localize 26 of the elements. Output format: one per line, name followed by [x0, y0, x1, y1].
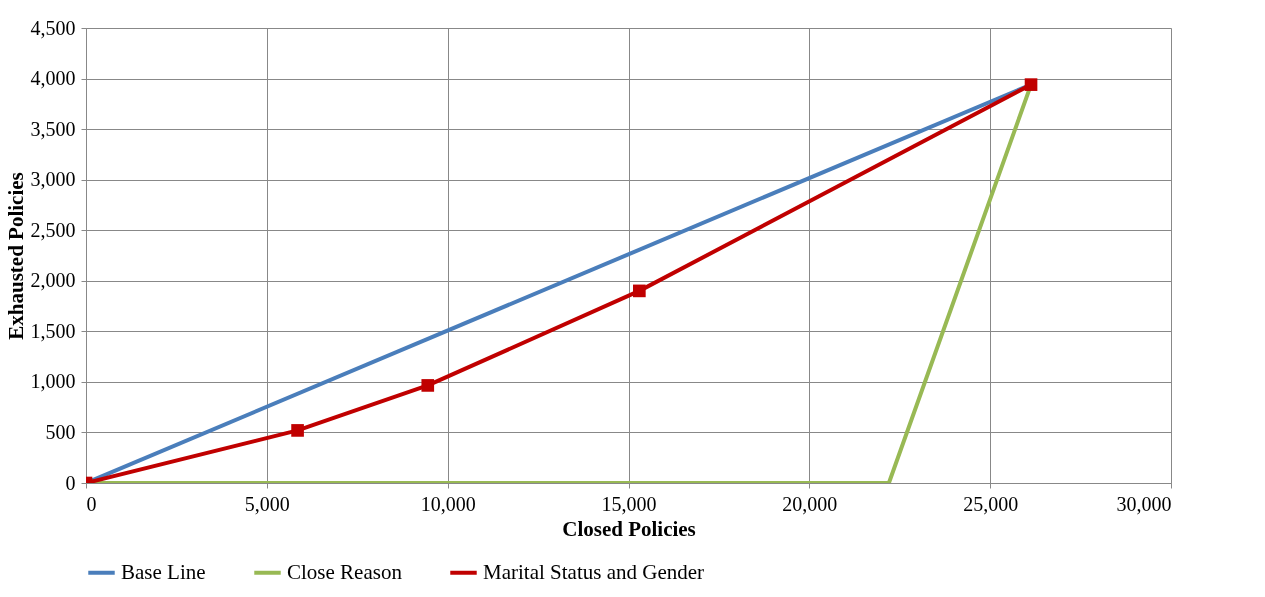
legend-label: Marital Status and Gender: [483, 559, 705, 584]
x-tick-label: 0: [86, 492, 97, 515]
y-tick-label: 2,500: [30, 218, 76, 241]
y-tick-label: 1,000: [30, 370, 76, 393]
x-tick-label: 20,000: [782, 492, 838, 515]
point: [421, 379, 435, 392]
point: [1024, 78, 1038, 91]
y-tick-label: 4,000: [30, 67, 76, 90]
x-tick-label: 5,000: [244, 492, 290, 515]
y-tick-label: 4,500: [30, 16, 76, 39]
legend-label: Close Reason: [287, 559, 403, 584]
legend-label: Base Line: [121, 559, 206, 584]
x-tick-label: 30,000: [1116, 492, 1172, 515]
y-tick-label: 3,000: [30, 168, 76, 191]
x-tick-label: 15,000: [601, 492, 657, 515]
y-tick-label: 1,500: [30, 319, 76, 342]
x-axis-title: Closed Policies: [562, 516, 696, 541]
y-tick-label: 2,000: [30, 269, 76, 292]
y-tick-label: 0: [65, 471, 76, 494]
y-axis-title: Exhausted Policies: [3, 172, 28, 340]
x-tick-label: 10,000: [420, 492, 476, 515]
point: [291, 424, 304, 437]
y-tick-label: 500: [45, 420, 76, 443]
y-tick-label: 3,500: [30, 117, 76, 140]
point: [633, 284, 646, 298]
x-tick-label: 25,000: [963, 492, 1019, 515]
